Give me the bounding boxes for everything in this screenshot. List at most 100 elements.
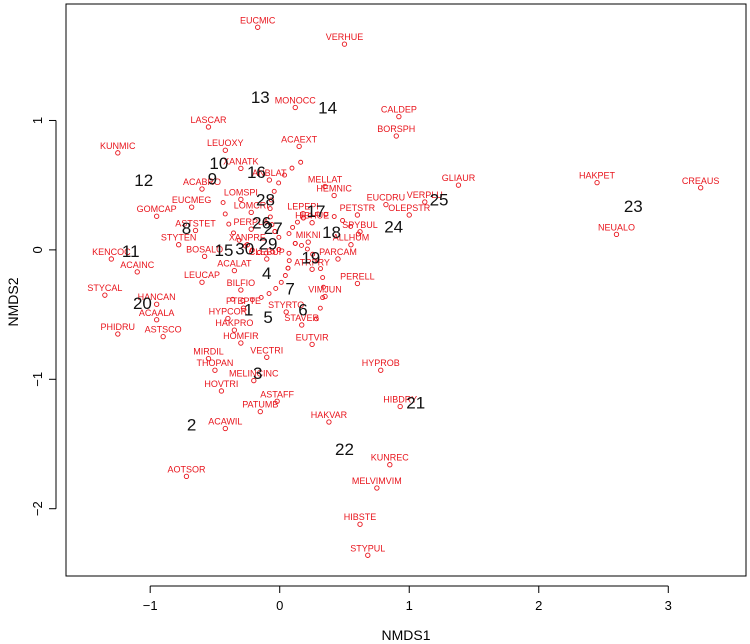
species-point [238,196,244,203]
site-label: 12 [134,171,153,190]
species-label: PERPLA [233,217,269,227]
site-label: 10 [209,154,228,173]
species-point [270,249,276,255]
species-point [264,354,270,360]
species-point [230,296,236,302]
species-point [292,240,298,246]
species-point [251,377,257,384]
species-label: GLIAUR [442,173,476,183]
species-point [115,331,121,337]
species-point [365,552,371,558]
species-point [267,206,273,212]
site-label: 27 [264,219,283,238]
species-label: MELLAT [308,174,343,184]
site-label: 13 [251,88,270,107]
species-label: HEMNIC [316,184,352,194]
species-point [231,230,236,236]
y-tick-label: 1 [30,117,45,124]
species-point [176,242,182,248]
species-point [317,305,323,311]
species-point [255,24,261,30]
species-label: KUNMIC [100,141,136,151]
species-point [225,315,231,322]
species-label: ACAWIL [208,416,242,426]
species-label: STYTEN [161,233,197,243]
species-point [212,367,218,373]
species-label: NEUALO [598,222,635,232]
species-point [248,226,254,232]
species-point [240,298,246,303]
species-point [102,292,108,298]
species-label: ACAALA [139,308,175,318]
species-point [378,367,384,373]
species-label: MELINCINC [229,369,279,379]
species-point [289,165,295,171]
y-tick-label: 0 [30,246,45,253]
species-point [231,267,238,274]
species-point [314,258,320,264]
species-point [276,247,282,252]
species-point [276,234,282,240]
species-point [613,231,620,238]
site-label: 15 [215,241,234,260]
site-label: 1 [244,300,253,319]
site-label: 16 [247,163,266,182]
species-point [305,239,311,245]
species-label: MIRDIL [193,347,224,357]
species-point [298,159,304,165]
species-label: HAKVAR [311,410,348,420]
site-label: 8 [182,219,191,238]
species-point [286,258,292,264]
y-tick-label: −1 [30,372,45,387]
species-label: AOTSOR [167,464,206,474]
species-label: STYRTO [268,300,304,310]
species-point [269,222,275,228]
species-point [286,250,292,256]
species-layer: EUCMIC VERHUE MONOCC LASCAR CALDEP BORSPH ACAE… [87,15,719,558]
species-label: ACABRO [183,177,221,187]
species-label: HAKPRO [215,318,253,328]
species-point [220,200,226,206]
species-point [374,485,380,491]
site-label: 29 [259,234,278,253]
site-label: 23 [624,197,643,216]
species-label: PTEPTE [226,296,261,306]
species-label: LEPEPI [287,202,319,212]
species-point [294,219,300,225]
x-axis-title: NMDS1 [381,627,430,643]
species-label: HIBDRY [383,394,417,404]
site-label: 19 [301,249,320,268]
species-point [309,266,315,272]
species-point [199,186,205,192]
species-label: EUCMIC [240,15,276,25]
species-point [205,355,212,362]
species-point [422,199,428,205]
species-label: MELVIMVIM [352,476,402,486]
species-point [238,287,244,293]
species-point [282,273,288,278]
species-label: MONOCC [275,96,316,106]
species-point [273,285,279,291]
species-label: PETSTR [340,203,376,213]
species-point [226,221,232,227]
species-label: GOMCAP [137,204,177,214]
species-point [307,212,313,218]
species-point [238,165,244,172]
site-label: 25 [430,190,449,209]
site-label: 9 [208,170,217,189]
species-label: PATUMB [242,400,278,410]
species-point [205,124,212,130]
species-point [304,246,310,252]
y-axis: −2 −1 0 1 [30,117,57,516]
species-label: KENCOC [92,247,131,257]
species-point [315,211,321,217]
species-point [348,242,354,248]
species-label: XANPRE [229,233,266,243]
species-point [406,212,412,218]
species-point [115,150,121,156]
species-point [160,333,166,340]
species-point [243,243,248,249]
site-label: 21 [406,394,425,413]
